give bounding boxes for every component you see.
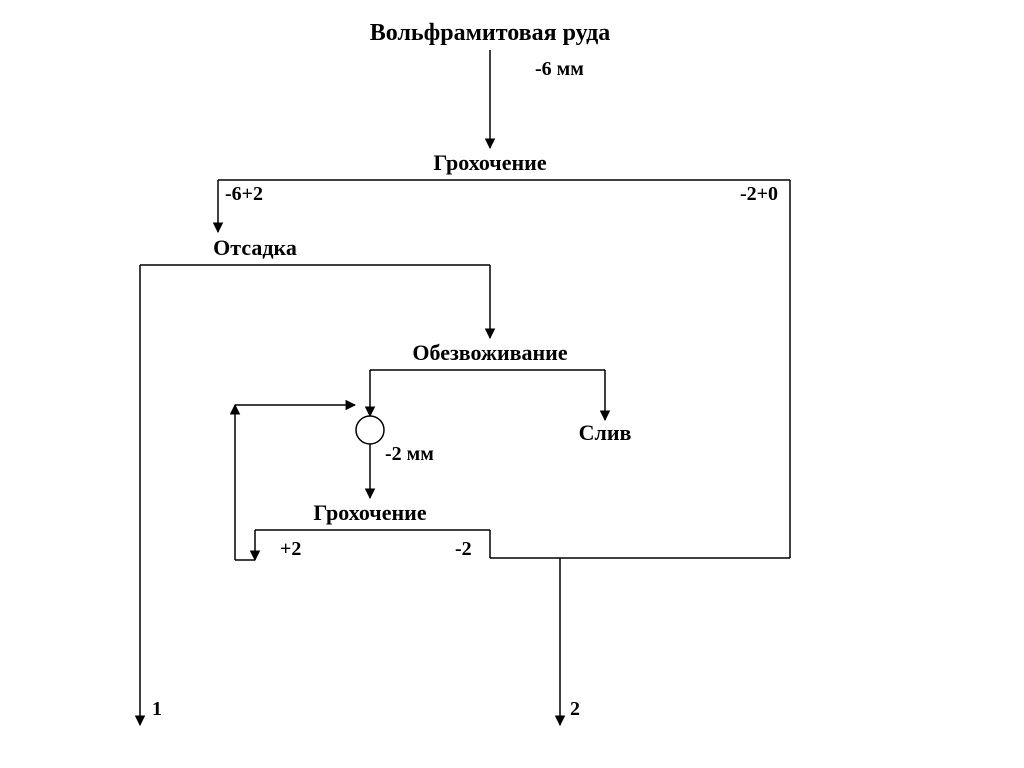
node-label_2p0: -2+0 xyxy=(740,183,778,205)
node-label_out2: 2 xyxy=(570,698,580,720)
node-label_out1: 1 xyxy=(152,698,162,720)
node-screening1: Грохочение xyxy=(433,150,546,175)
node-jigging: Отсадка xyxy=(213,235,297,260)
node-label_6mm: -6 мм xyxy=(535,58,584,80)
node-dewatering: Обезвоживание xyxy=(412,340,567,365)
node-overflow: Слив xyxy=(579,420,632,445)
node-title: Вольфрамитовая руда xyxy=(370,20,610,46)
mill-icon xyxy=(356,416,384,444)
node-label_m2: -2 xyxy=(455,538,472,560)
node-label_2mm: -2 мм xyxy=(385,443,434,465)
node-screening2: Грохочение xyxy=(313,500,426,525)
node-label_6p2: -6+2 xyxy=(225,183,263,205)
node-label_p2: +2 xyxy=(280,538,301,560)
